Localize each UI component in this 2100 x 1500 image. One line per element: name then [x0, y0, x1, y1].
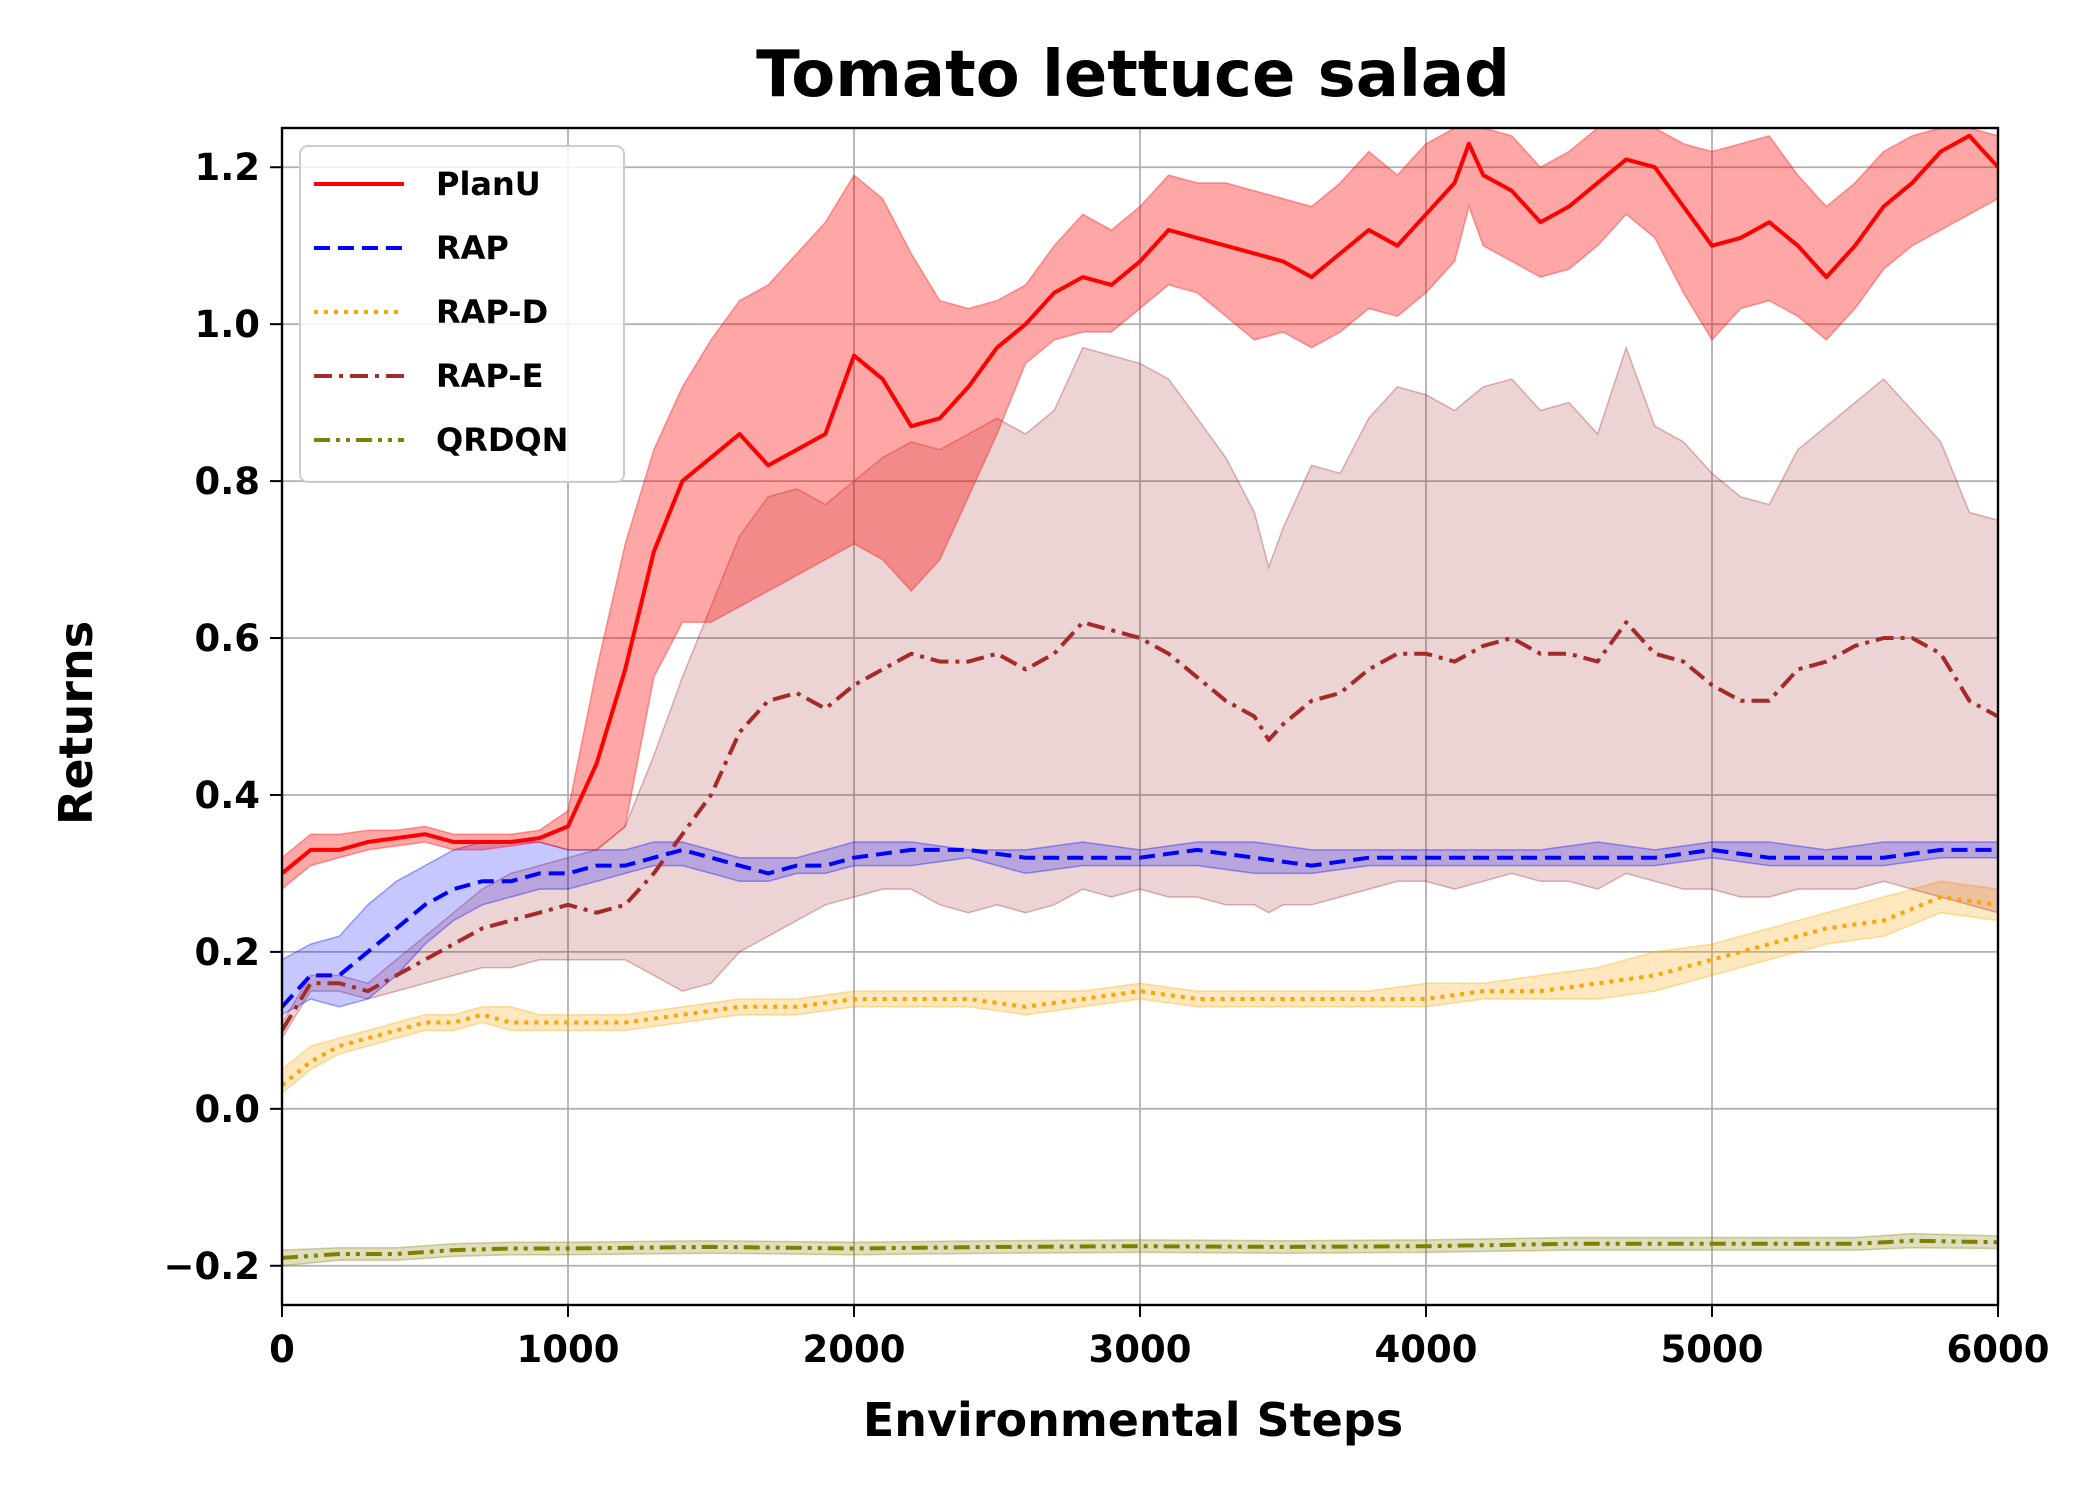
legend: PlanU RAP RAP-D RAP-E QRDQN	[299, 145, 625, 483]
x-tick-label: 3000	[1089, 1328, 1192, 1371]
chart-title: Tomato lettuce salad	[756, 38, 1510, 112]
y-tick-label: 0.6	[194, 617, 260, 660]
y-tick-label: 0.0	[194, 1088, 260, 1131]
y-tick-label: 1.0	[194, 303, 260, 346]
band-rap-e	[282, 345, 1998, 1040]
y-axis-title: Returns	[49, 621, 103, 825]
series-line-qrdqn	[282, 1238, 1998, 1260]
legend-box	[299, 145, 625, 483]
series-line-rap-d	[282, 895, 1998, 1087]
axis-ticks: 0 1000 2000 3000 4000 5000 6000 −0.2 0.0 0.2 0.4 0.…	[163, 146, 2049, 1371]
x-tick-label: 0	[269, 1328, 295, 1371]
legend-label-rap-e: RAP-E	[436, 357, 543, 395]
y-tick-label: 0.8	[194, 460, 260, 503]
y-tick-label: 0.2	[194, 931, 260, 974]
legend-label-rap-d: RAP-D	[436, 293, 548, 331]
y-tick-label: 1.2	[194, 146, 260, 189]
series-line-rap	[282, 847, 1998, 1009]
x-tick-label: 4000	[1375, 1328, 1478, 1371]
x-tick-label: 2000	[803, 1328, 906, 1371]
legend-label-rap: RAP	[436, 229, 509, 267]
grid	[281, 128, 1999, 1305]
band-rap	[282, 841, 1998, 1016]
series-line-planu	[282, 133, 1998, 875]
band-rap-d	[282, 880, 1998, 1095]
x-tick-label: 5000	[1661, 1328, 1764, 1371]
x-axis-title: Environmental Steps	[863, 1393, 1403, 1447]
y-tick-label: −0.2	[163, 1245, 260, 1288]
confidence-bands	[282, 128, 1998, 1267]
band-qrdqn	[282, 1232, 1998, 1267]
series-line-rap-e	[282, 620, 1998, 1032]
series-lines	[282, 133, 1998, 1260]
band-planu	[282, 128, 1998, 891]
legend-label-qrdqn: QRDQN	[436, 421, 568, 459]
y-tick-label: 0.4	[194, 774, 260, 817]
x-tick-label: 6000	[1947, 1328, 2050, 1371]
legend-label-planu: PlanU	[436, 165, 541, 203]
x-tick-label: 1000	[517, 1328, 620, 1371]
